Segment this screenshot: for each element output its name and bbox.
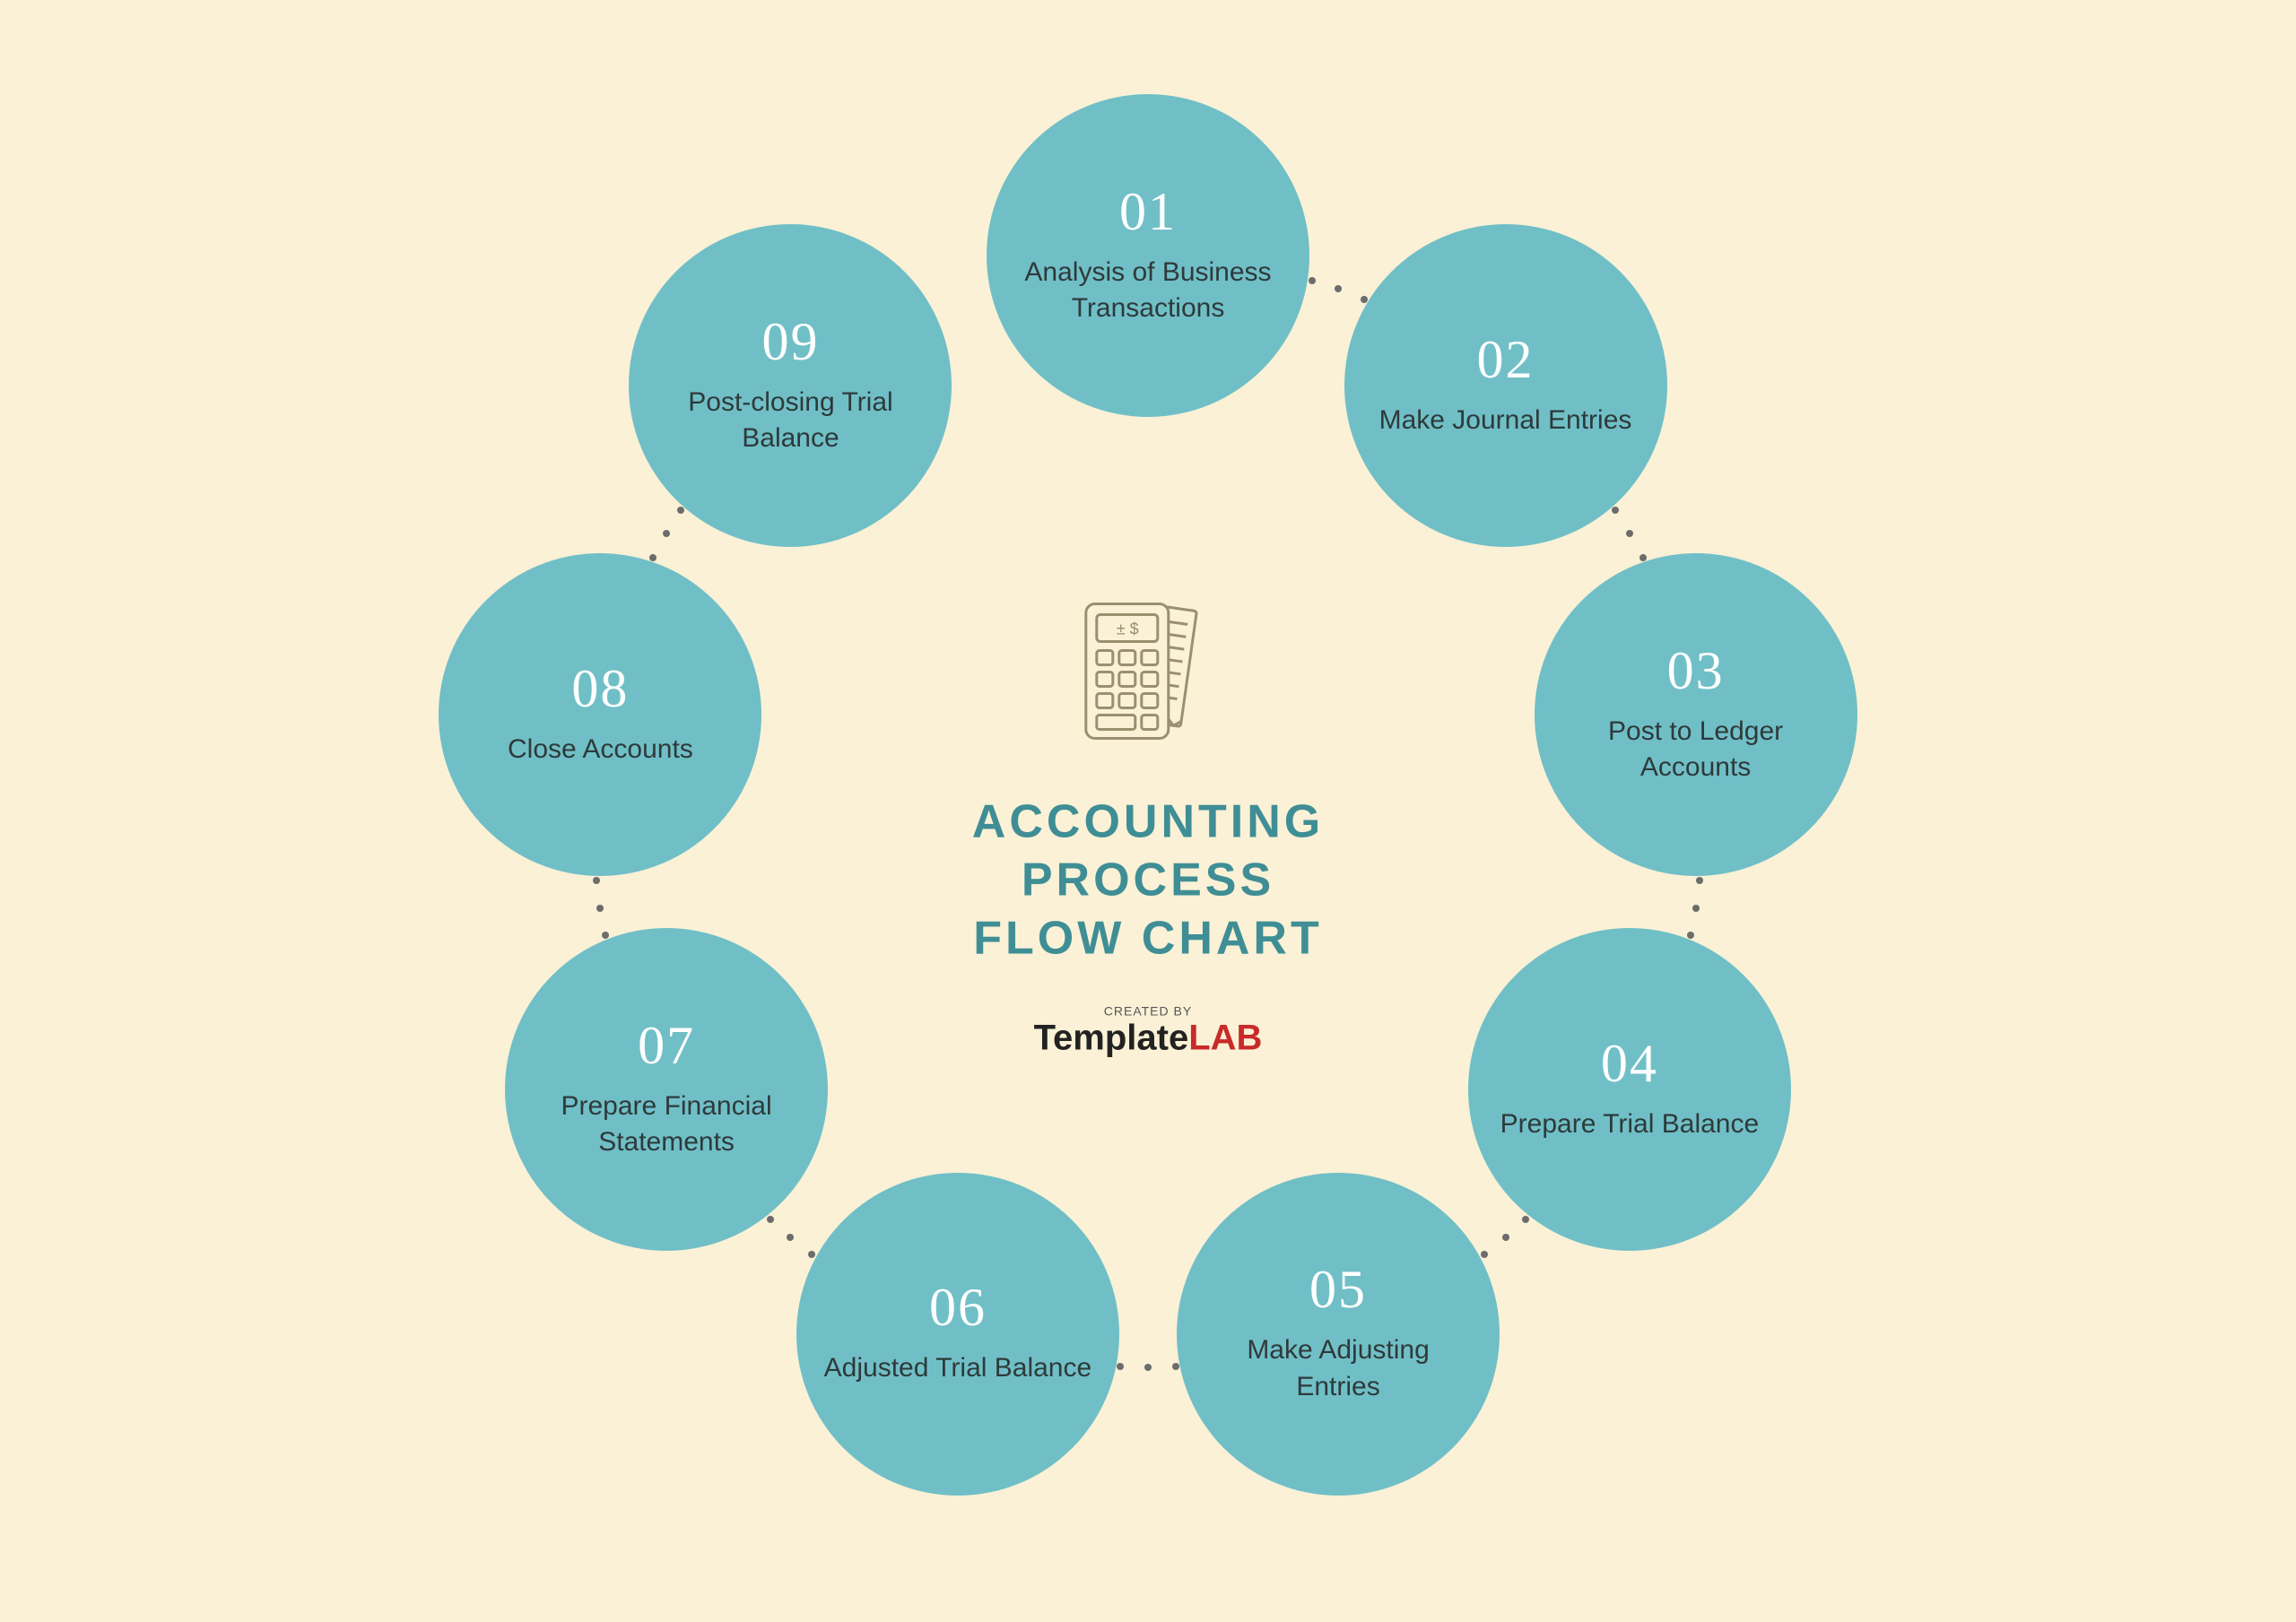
flow-node-label: Make Adjusting Entries	[1204, 1332, 1473, 1405]
flow-node-label: Post-closing Trial Balance	[656, 385, 925, 457]
flow-node-02: 02 Make Journal Entries	[1344, 224, 1667, 547]
attribution: CREATED BYTemplateLAB	[1034, 1004, 1263, 1059]
flow-node-03: 03 Post to Ledger Accounts	[1535, 553, 1857, 876]
flow-node-label: Analysis of Business Transactions	[1013, 255, 1283, 327]
flow-node-number: 02	[1477, 333, 1535, 386]
flow-node-09: 09 Post-closing Trial Balance	[629, 224, 952, 547]
chart-title-line: FLOW CHART	[972, 910, 1324, 968]
flow-node-number: 01	[1119, 185, 1177, 239]
flow-node-07: 07 Prepare Financial Statements	[505, 928, 828, 1251]
flow-node-label: Post to Ledger Accounts	[1561, 714, 1831, 786]
svg-text:± $: ± $	[1117, 620, 1139, 638]
brand-name: TemplateLAB	[1034, 1019, 1263, 1059]
flow-node-label: Prepare Trial Balance	[1500, 1106, 1760, 1143]
chart-title-line: PROCESS	[972, 852, 1324, 910]
flow-node-number: 08	[571, 662, 629, 716]
flow-node-label: Prepare Financial Statements	[532, 1089, 801, 1161]
flow-node-number: 09	[761, 315, 819, 369]
flow-node-04: 04 Prepare Trial Balance	[1468, 928, 1791, 1251]
flow-node-number: 03	[1667, 644, 1725, 698]
flow-node-label: Make Journal Entries	[1379, 403, 1632, 439]
flow-node-number: 06	[929, 1280, 987, 1334]
flow-node-number: 05	[1309, 1262, 1367, 1316]
flow-node-number: 07	[638, 1019, 695, 1072]
flow-node-label: Close Accounts	[508, 732, 693, 768]
brand-template-text: Template	[1034, 1019, 1189, 1058]
chart-title: ACCOUNTINGPROCESSFLOW CHART	[972, 794, 1324, 968]
calculator-receipt-icon: ± $	[1081, 601, 1215, 758]
flow-node-01: 01 Analysis of Business Transactions	[987, 94, 1309, 417]
flow-node-05: 05 Make Adjusting Entries	[1177, 1173, 1500, 1496]
brand-lab-text: LAB	[1188, 1019, 1262, 1058]
flow-node-08: 08 Close Accounts	[439, 553, 761, 876]
center-block: ± $ ACCOUNTINGPROCESSFLOW CHART CREATED B…	[972, 601, 1324, 1059]
flow-node-label: Adjusted Trial Balance	[824, 1350, 1092, 1387]
flow-node-06: 06 Adjusted Trial Balance	[796, 1173, 1119, 1496]
created-by-label: CREATED BY	[1034, 1004, 1263, 1019]
flowchart-canvas: 01 Analysis of Business Transactions 02 Mak…	[0, 0, 2296, 1622]
flow-node-number: 04	[1601, 1037, 1658, 1090]
chart-title-line: ACCOUNTING	[972, 794, 1324, 852]
